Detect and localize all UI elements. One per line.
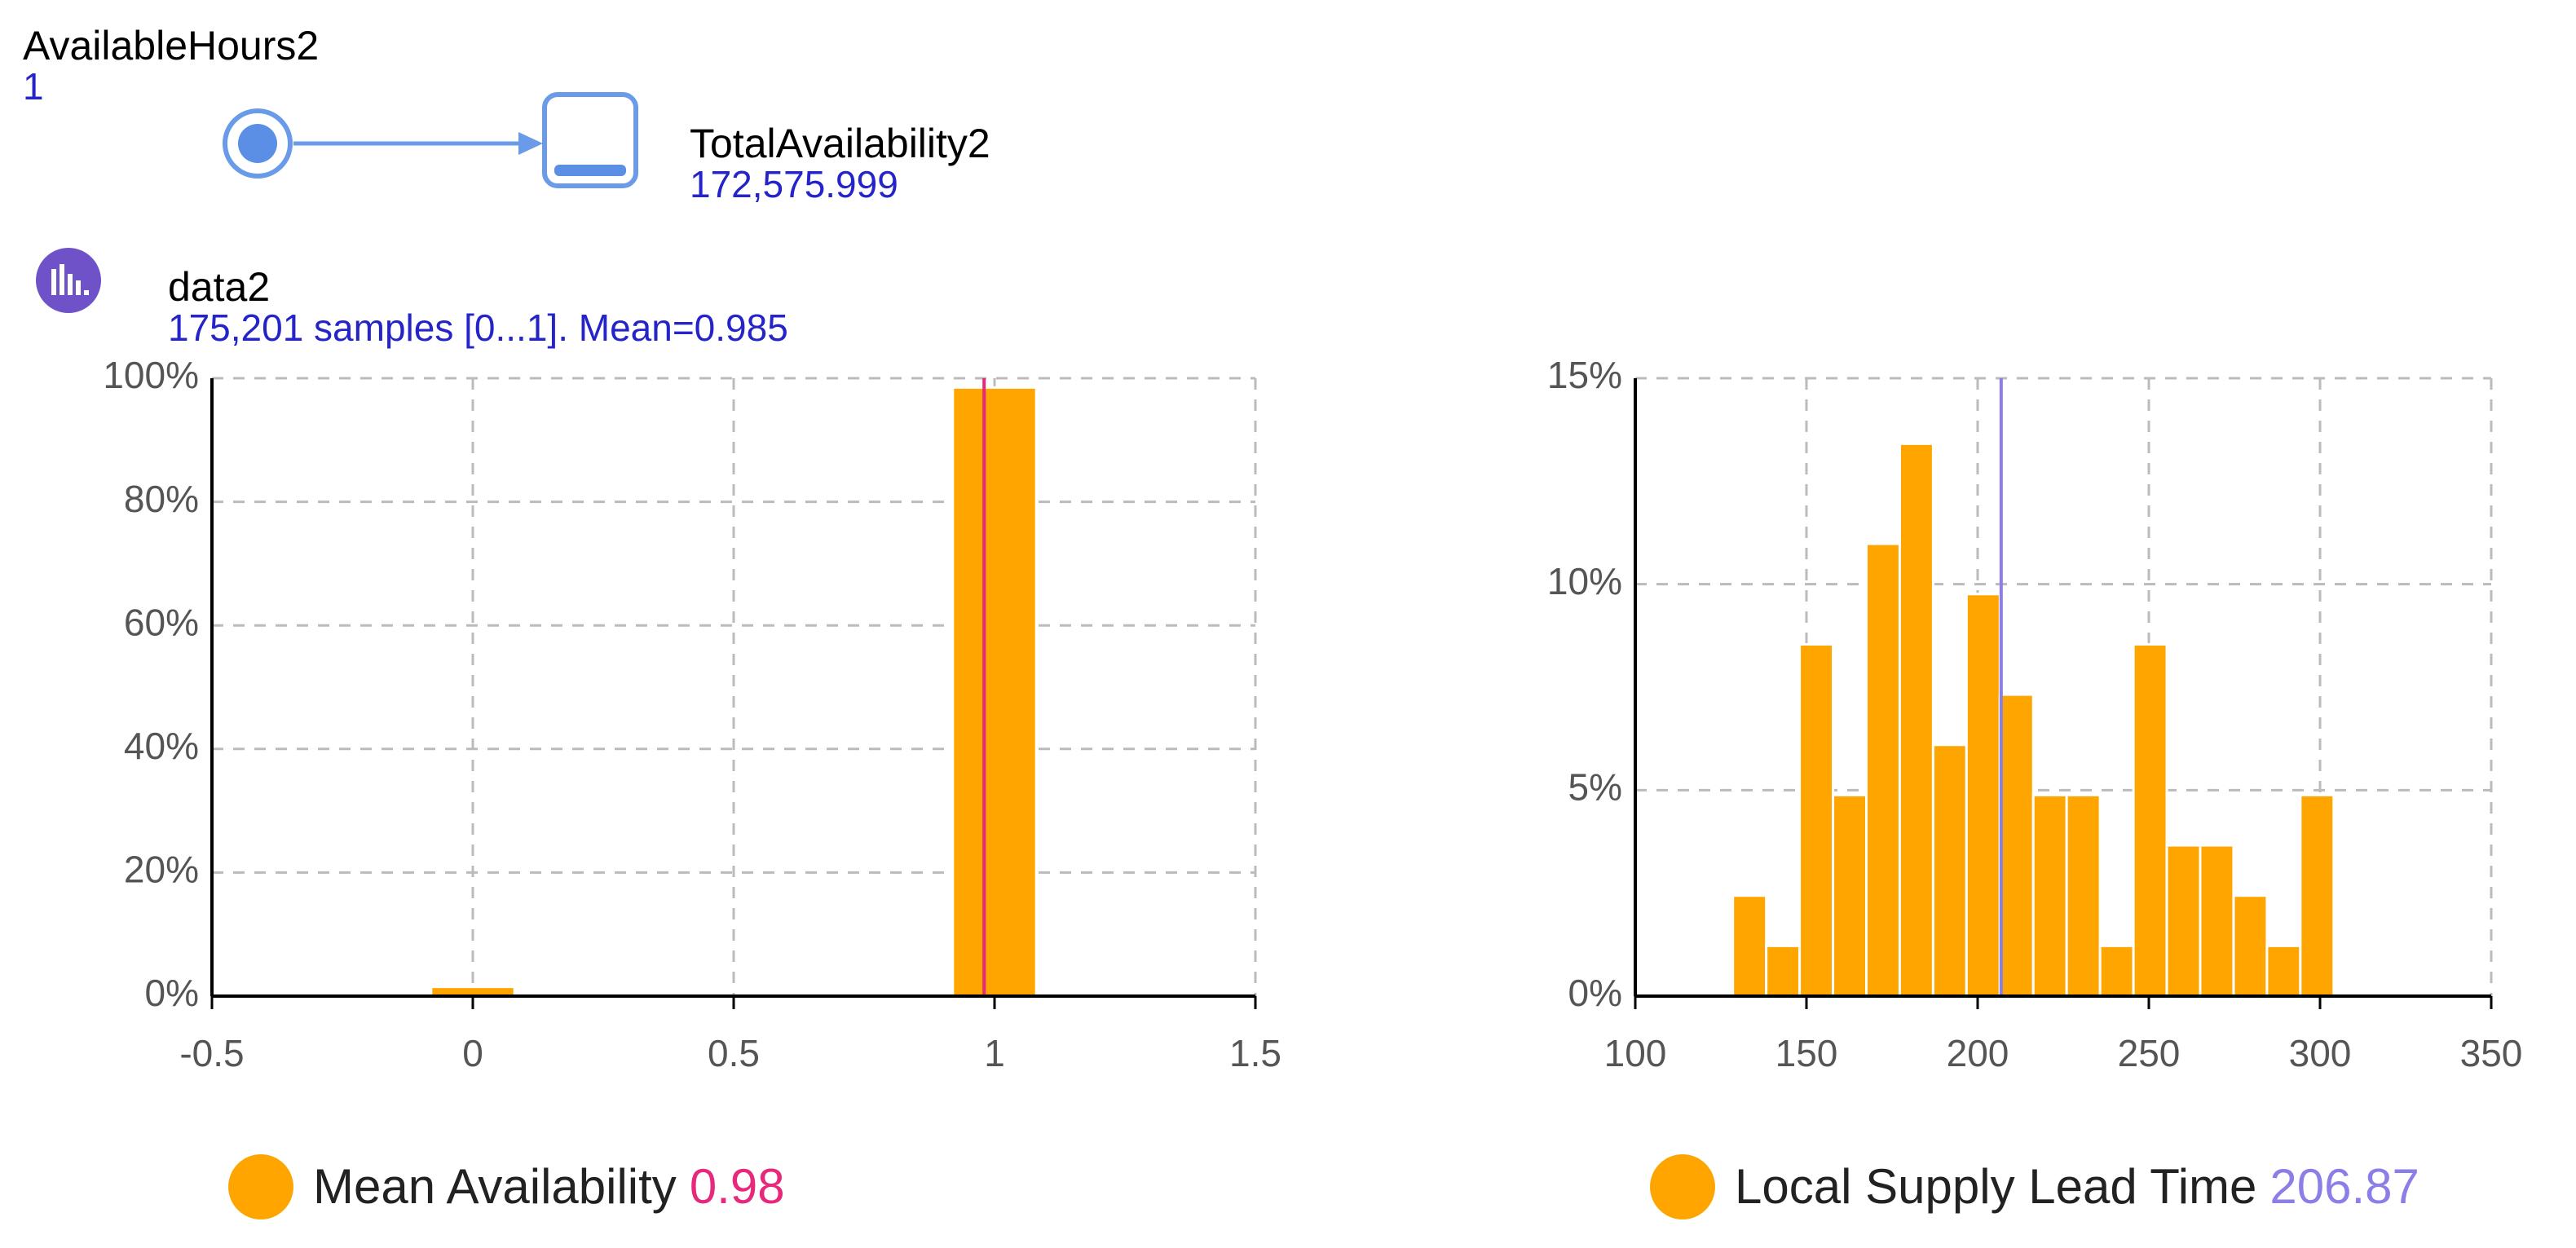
y-tick-label: 80%: [124, 478, 199, 520]
histogram-bar: [2031, 793, 2068, 998]
histogram-bar: [1965, 593, 2001, 998]
variable-box: [542, 92, 638, 188]
histogram-bar: [1998, 693, 2035, 998]
x-tick-label: 200: [1947, 1032, 2009, 1074]
variable-name: TotalAvailability2: [690, 121, 990, 166]
x-tick-label: -0.5: [179, 1032, 244, 1074]
legend-mean: 206.87: [2269, 1159, 2419, 1214]
x-tick-label: 1.5: [1229, 1032, 1281, 1074]
histogram-bar: [2065, 793, 2102, 998]
histogram-bar: [2265, 944, 2302, 998]
x-tick-label: 1: [984, 1032, 1005, 1074]
histogram-bar: [1832, 793, 1868, 998]
dataset-summary: 175,201 samples [0...1]. Mean=0.985: [168, 306, 788, 349]
histogram-bar: [2132, 642, 2168, 998]
histogram-bar: [1898, 442, 1934, 998]
y-tick-label: 100%: [103, 354, 199, 396]
dataset-name: data2: [168, 264, 270, 310]
x-tick-label: 350: [2460, 1032, 2523, 1074]
variable-level: [554, 165, 626, 176]
x-tick-label: 300: [2289, 1032, 2352, 1074]
legend-swatch: [228, 1154, 293, 1219]
parameter-name: AvailableHours2: [23, 23, 319, 68]
legend-name: Mean Availability: [313, 1159, 677, 1214]
y-tick-label: 40%: [124, 725, 199, 767]
dataset-icon[interactable]: [36, 248, 101, 313]
y-tick-label: 60%: [124, 601, 199, 643]
legend-mean: 0.98: [690, 1159, 785, 1214]
histogram-bar: [2165, 844, 2202, 998]
y-tick-label: 5%: [1568, 765, 1622, 808]
histogram-bar: [1931, 743, 1968, 998]
x-tick-label: 250: [2118, 1032, 2181, 1074]
histogram-bar: [2098, 944, 2135, 998]
histogram-bar: [1865, 542, 1901, 998]
legend-entry: Mean Availability 0.98: [313, 1159, 785, 1214]
y-tick-label: 0%: [1568, 972, 1622, 1014]
x-tick-label: 0.5: [708, 1032, 760, 1074]
y-tick-label: 0%: [145, 972, 199, 1014]
histogram-bar: [2232, 894, 2269, 998]
histogram-bar: [1765, 944, 1802, 998]
legend-swatch: [1650, 1154, 1715, 1219]
histogram-bar: [1731, 894, 1768, 998]
variable-icon[interactable]: [542, 92, 638, 188]
parameter-value: 1: [23, 65, 44, 108]
parameter-dot: [238, 124, 277, 163]
legend-entry: Local Supply Lead Time 206.87: [1735, 1159, 2419, 1214]
x-tick-label: 0: [462, 1032, 483, 1074]
parameter-icon[interactable]: [223, 108, 293, 179]
legend-name: Local Supply Lead Time: [1735, 1159, 2256, 1214]
y-tick-label: 15%: [1547, 354, 1622, 396]
dataset-glyph: [51, 264, 89, 295]
arrow-head: [518, 132, 543, 155]
x-tick-label: 100: [1604, 1032, 1667, 1074]
histogram-bar: [2199, 844, 2235, 998]
x-tick-label: 150: [1775, 1032, 1838, 1074]
y-tick-label: 20%: [124, 849, 199, 891]
histogram-bar: [2299, 793, 2336, 998]
histogram-bar: [951, 386, 1038, 998]
variable-value: 172,575.999: [690, 163, 898, 205]
y-tick-label: 10%: [1547, 560, 1622, 602]
histogram-bar: [1798, 642, 1835, 998]
